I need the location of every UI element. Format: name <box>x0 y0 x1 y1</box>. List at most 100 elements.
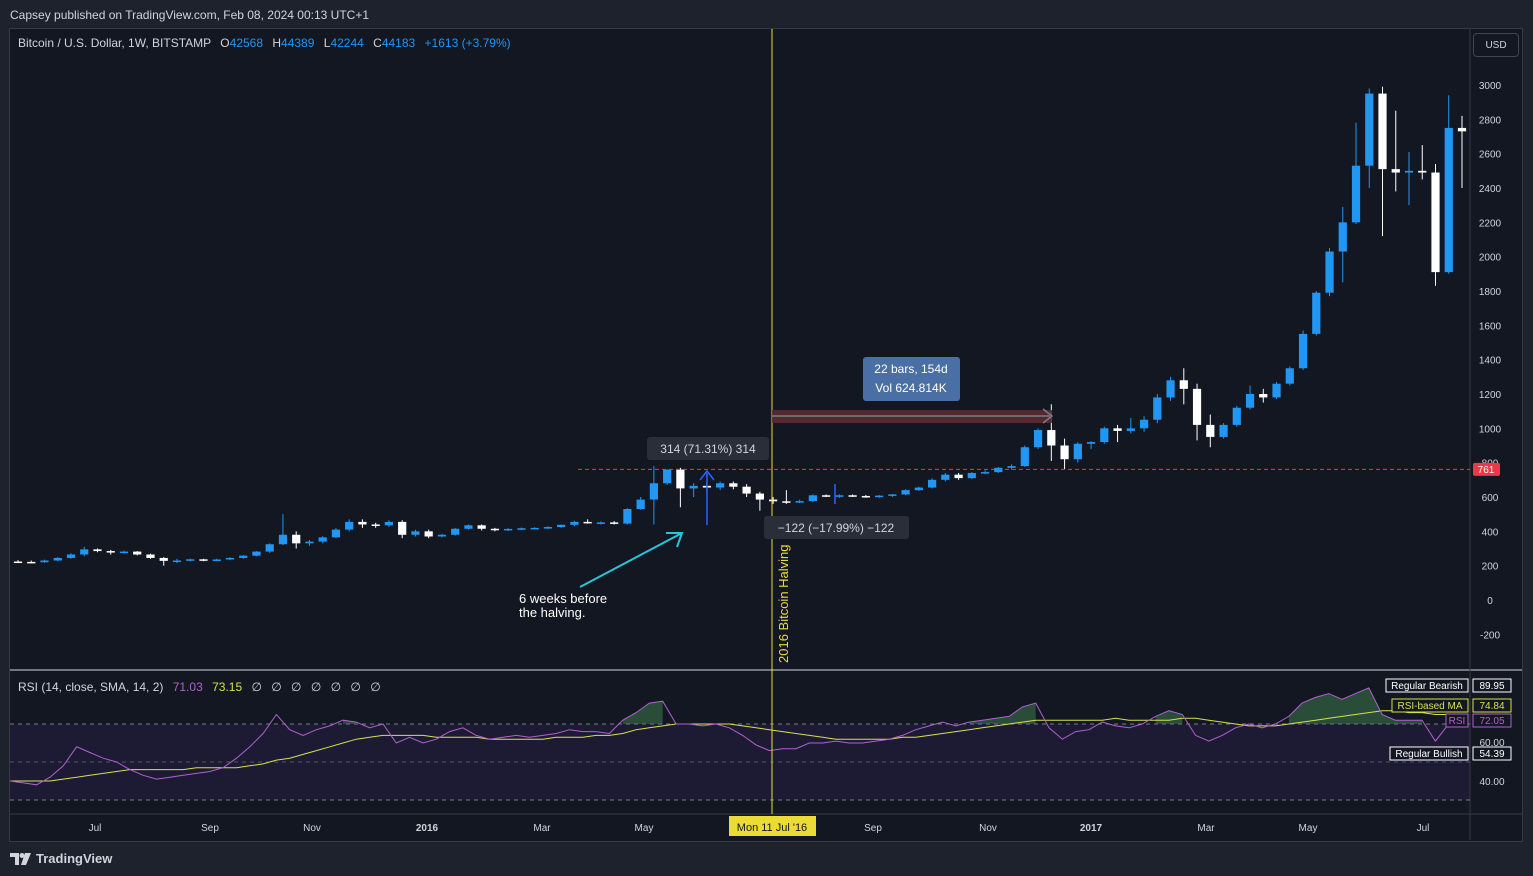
price-tick-label: 0 <box>1487 596 1493 607</box>
candle-body <box>636 499 645 510</box>
candle-body <box>1033 430 1043 448</box>
time-tick-label: Mar <box>533 823 551 834</box>
time-tick-label: 2016 <box>416 823 439 834</box>
candle-body <box>451 528 460 535</box>
candle-body <box>1325 251 1334 293</box>
candle-body <box>106 551 115 553</box>
candle-body <box>1219 424 1228 437</box>
low-value: 42244 <box>330 36 364 50</box>
candle-body <box>729 483 738 487</box>
note-text-2: the halving. <box>519 605 586 620</box>
candle-body <box>53 557 62 561</box>
time-tick-label: Sep <box>201 823 219 834</box>
candle-body <box>994 467 1003 473</box>
chart-frame[interactable] <box>9 28 1523 842</box>
regular-bullish-tag <box>1389 746 1469 761</box>
candle-body <box>954 474 963 479</box>
candle-body <box>755 493 764 500</box>
time-tick-label: Mar <box>1197 823 1215 834</box>
candle-body <box>1418 170 1427 173</box>
level-price-tag <box>1473 462 1500 476</box>
close-label: C <box>373 36 382 50</box>
note-arrow-line <box>579 532 683 588</box>
time-tick-label: 2017 <box>1080 823 1103 834</box>
open-value: 42568 <box>229 36 264 50</box>
time-tick-label: Jul <box>89 823 102 834</box>
candle-body <box>570 521 579 525</box>
candle-body <box>1192 388 1202 425</box>
date-marker-text: Mon 11 Jul '16 <box>737 822 807 834</box>
time-tick-label: Jul <box>1417 823 1430 834</box>
candle-body <box>93 549 102 552</box>
rsi-line <box>9 687 1463 786</box>
candle-body <box>888 494 897 496</box>
tradingview-logo-icon <box>10 852 31 865</box>
rsi-axis-tick-60: 60.00 <box>1479 738 1504 749</box>
measure-up-text: 314 (71.31%) 314 <box>660 442 756 456</box>
time-tick-label: May <box>635 823 654 834</box>
candle-body <box>278 534 288 545</box>
note-arrow-head <box>666 532 684 548</box>
candle-body <box>1457 127 1467 132</box>
rsi-label: RSI (14, close, SMA, 14, 2) <box>18 680 164 694</box>
regular-bearish-text: Regular Bearish <box>1391 681 1463 692</box>
rsi-tag <box>1445 713 1469 728</box>
rsi-empty-values: ∅ ∅ ∅ ∅ ∅ ∅ ∅ <box>251 680 384 694</box>
regular-bullish-value: 54.39 <box>1479 749 1504 760</box>
candle-body <box>1113 428 1122 431</box>
price-tick-label: 400 <box>1482 527 1499 538</box>
symbol-legend: Bitcoin / U.S. Dollar, 1W, BITSTAMP O425… <box>18 36 511 50</box>
candle-body <box>769 499 778 502</box>
candle-body <box>345 521 354 530</box>
symbol-name: Bitcoin / U.S. Dollar, 1W, BITSTAMP <box>18 36 211 50</box>
candle-body <box>66 554 76 558</box>
note-text-1: 6 weeks before <box>519 591 607 606</box>
level-price-text: 761 <box>1478 465 1495 476</box>
candle-body <box>517 528 526 530</box>
rsi-ma-text: RSI-based MA <box>1397 701 1462 712</box>
rsi-overbought-fill <box>1155 710 1183 724</box>
candle-body <box>583 521 592 524</box>
date-range-info-box <box>863 357 960 401</box>
candle-body <box>557 524 566 528</box>
rsi-ma-value: 74.84 <box>1479 701 1504 712</box>
candle-body <box>1259 394 1268 398</box>
measure-up-arrowhead <box>699 469 715 481</box>
candle-body <box>1245 394 1255 408</box>
candle-body <box>1086 442 1096 444</box>
candle-body <box>1126 428 1135 431</box>
date-range-text-1: 22 bars, 154d <box>874 362 947 376</box>
price-tick-label: 2200 <box>1479 218 1502 229</box>
candle-body <box>1351 165 1361 223</box>
currency-button[interactable]: USD <box>1473 33 1519 57</box>
low-label: L <box>323 36 331 50</box>
candle-body <box>199 559 208 561</box>
price-tick-label: 1200 <box>1479 390 1502 401</box>
candle-body <box>1206 424 1215 437</box>
candle-body <box>914 487 923 491</box>
candle-body <box>1272 383 1281 398</box>
candle-body <box>980 472 990 474</box>
rsi-ma-current: 73.15 <box>212 680 243 694</box>
rsi-current: 71.03 <box>172 680 203 694</box>
candle-body <box>1285 368 1294 384</box>
date-range-arrowhead <box>1042 408 1054 424</box>
tradingview-footer[interactable]: TradingView <box>10 851 112 866</box>
price-tick-label: 1800 <box>1479 287 1502 298</box>
candle-body <box>13 561 23 564</box>
tradingview-brand: TradingView <box>36 851 113 866</box>
price-tick-label: 600 <box>1482 493 1499 504</box>
candle-body <box>384 521 394 526</box>
time-tick-label: Sep <box>864 823 882 834</box>
high-value: 44389 <box>281 36 315 50</box>
candle-body <box>543 527 553 529</box>
candle-body <box>1298 333 1308 369</box>
candle-body <box>265 544 274 552</box>
candle-body <box>1232 407 1241 425</box>
candle-body <box>848 495 857 497</box>
rsi-overbought-fill <box>969 703 1036 724</box>
candle-body <box>689 485 698 489</box>
time-tick-label: Nov <box>303 823 321 834</box>
price-tick-label: 2800 <box>1479 115 1502 126</box>
